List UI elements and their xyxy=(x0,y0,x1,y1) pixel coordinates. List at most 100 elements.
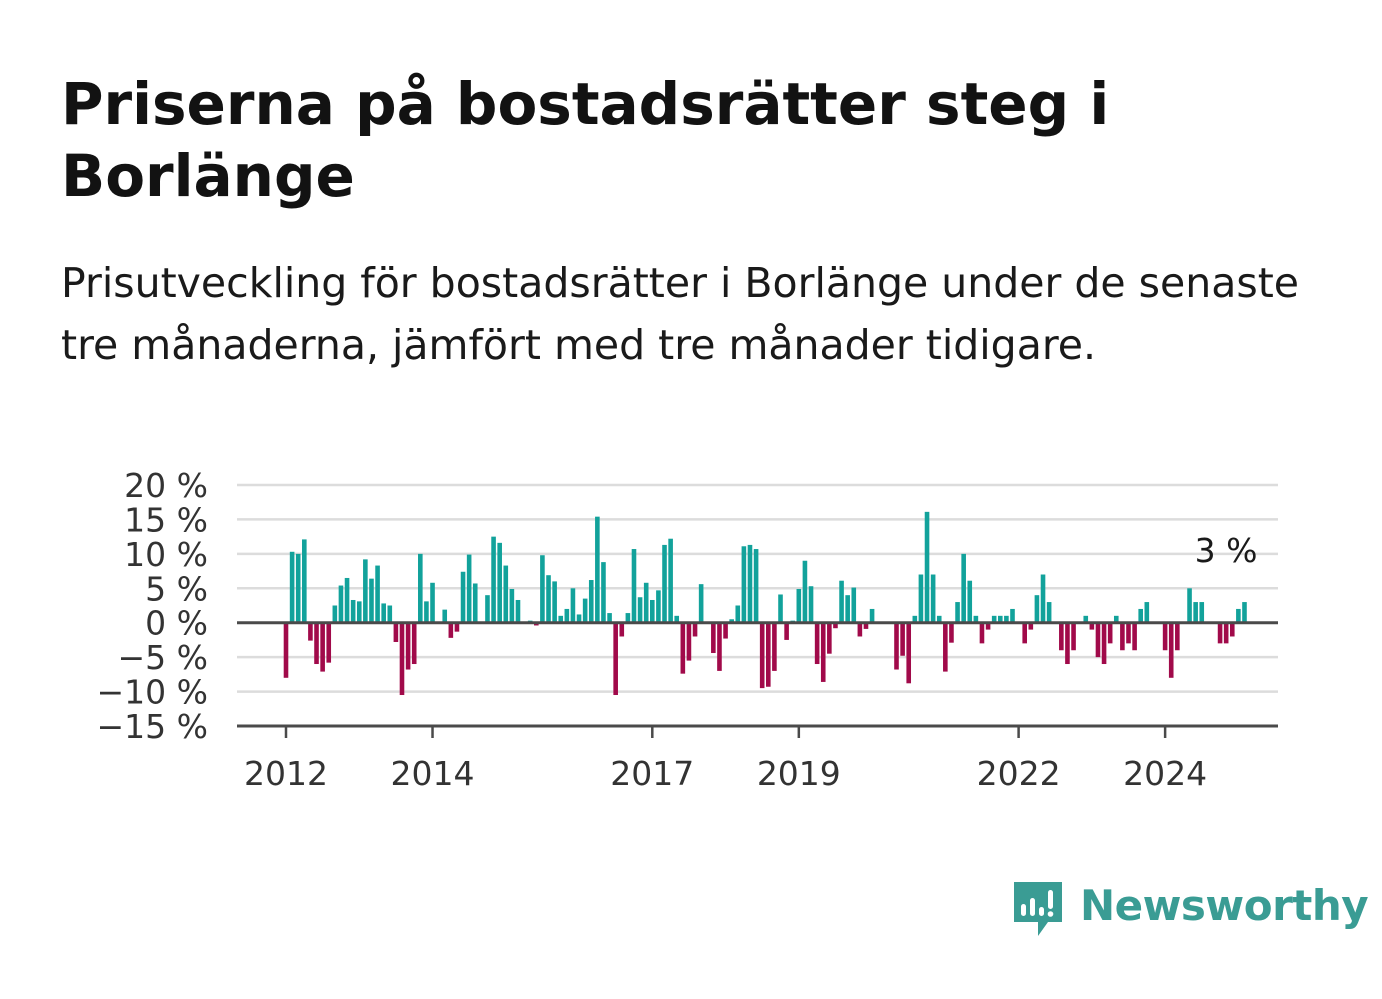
bar xyxy=(814,622,820,665)
bar xyxy=(753,549,759,623)
bar xyxy=(387,605,393,623)
bar xyxy=(912,615,918,623)
bar xyxy=(472,583,478,623)
bar xyxy=(729,619,734,623)
bar xyxy=(1199,602,1205,623)
bar-chart: 20 %15 %10 %5 %0 %−5 %−10 %−15 % 2012 201… xyxy=(97,466,1278,793)
bar xyxy=(1071,622,1076,651)
newsworthy-logo[interactable]: Newsworthy xyxy=(1010,878,1369,942)
bar xyxy=(308,622,313,641)
bar xyxy=(1034,595,1040,623)
bar xyxy=(1229,622,1235,637)
bar xyxy=(1193,602,1198,623)
bar xyxy=(698,584,704,623)
bar xyxy=(894,622,899,670)
bar xyxy=(509,588,515,623)
bar xyxy=(625,613,631,623)
bar xyxy=(930,574,936,623)
bar xyxy=(997,615,1003,623)
bar xyxy=(1120,622,1125,651)
bar xyxy=(619,622,625,637)
y-tick-label: −15 % xyxy=(97,707,209,746)
bar xyxy=(857,622,863,637)
y-tick-label: 20 % xyxy=(124,466,208,505)
bar xyxy=(1004,615,1009,623)
bar xyxy=(1168,622,1174,678)
bar xyxy=(711,622,716,654)
bar xyxy=(302,539,307,623)
bar xyxy=(595,516,600,623)
bar xyxy=(1217,622,1223,644)
bar xyxy=(869,608,875,623)
bar xyxy=(411,622,417,665)
bar xyxy=(314,622,319,665)
x-tick-label: 2024 xyxy=(1123,754,1207,793)
bar xyxy=(845,595,850,623)
bar xyxy=(289,551,295,623)
bar xyxy=(1095,622,1101,658)
bar xyxy=(680,622,686,674)
x-tick-label: 2019 xyxy=(757,754,841,793)
bar xyxy=(564,608,570,623)
bar xyxy=(1083,615,1089,623)
bar xyxy=(588,580,594,623)
bar xyxy=(772,622,777,671)
bar xyxy=(515,599,521,623)
bar xyxy=(552,581,557,623)
bar xyxy=(924,511,930,623)
bar xyxy=(1223,622,1229,644)
bar xyxy=(900,622,905,656)
bar xyxy=(399,622,405,696)
bar xyxy=(643,582,649,623)
bar xyxy=(503,565,509,623)
x-tick-label: 2012 xyxy=(244,754,328,793)
bar xyxy=(601,562,606,623)
y-tick-label: −10 % xyxy=(97,673,209,712)
chart-title: Priserna på bostadsrätter steg i Borläng… xyxy=(61,70,1110,210)
bar xyxy=(1242,602,1247,623)
bar xyxy=(723,622,728,639)
bar xyxy=(344,577,350,623)
bar xyxy=(350,599,356,623)
bar xyxy=(985,622,991,630)
bar xyxy=(576,614,582,623)
bars xyxy=(283,511,1247,696)
bar xyxy=(686,622,692,661)
bar xyxy=(637,597,643,623)
bar xyxy=(363,559,368,623)
bar xyxy=(961,553,966,623)
bar xyxy=(1065,622,1070,665)
bar xyxy=(295,553,301,623)
y-tick-label: −5 % xyxy=(118,638,209,677)
bar xyxy=(540,555,545,623)
x-tick-label: 2022 xyxy=(977,754,1061,793)
bar xyxy=(1113,615,1119,623)
axes xyxy=(237,621,1278,738)
bar xyxy=(949,622,954,643)
bar xyxy=(1187,588,1192,623)
bar xyxy=(656,590,661,623)
bar xyxy=(839,580,844,623)
y-tick-label: 0 % xyxy=(145,604,208,643)
bar xyxy=(863,622,869,629)
bar xyxy=(558,615,564,623)
bar xyxy=(1175,622,1180,651)
bar xyxy=(320,622,325,672)
bar xyxy=(442,609,448,623)
bar xyxy=(943,622,948,672)
bar xyxy=(430,582,435,623)
annotations: 3 % xyxy=(1195,531,1258,570)
bar xyxy=(631,549,637,623)
bar xyxy=(802,560,808,623)
bar xyxy=(326,622,332,663)
y-tick-label: 5 % xyxy=(145,569,208,608)
bar xyxy=(936,615,942,623)
bar xyxy=(405,622,411,670)
bar xyxy=(662,544,667,623)
bar xyxy=(918,574,924,623)
bar xyxy=(338,585,344,623)
bar xyxy=(466,554,472,623)
bar xyxy=(1059,622,1064,651)
bar xyxy=(833,622,838,629)
bar xyxy=(491,536,496,623)
